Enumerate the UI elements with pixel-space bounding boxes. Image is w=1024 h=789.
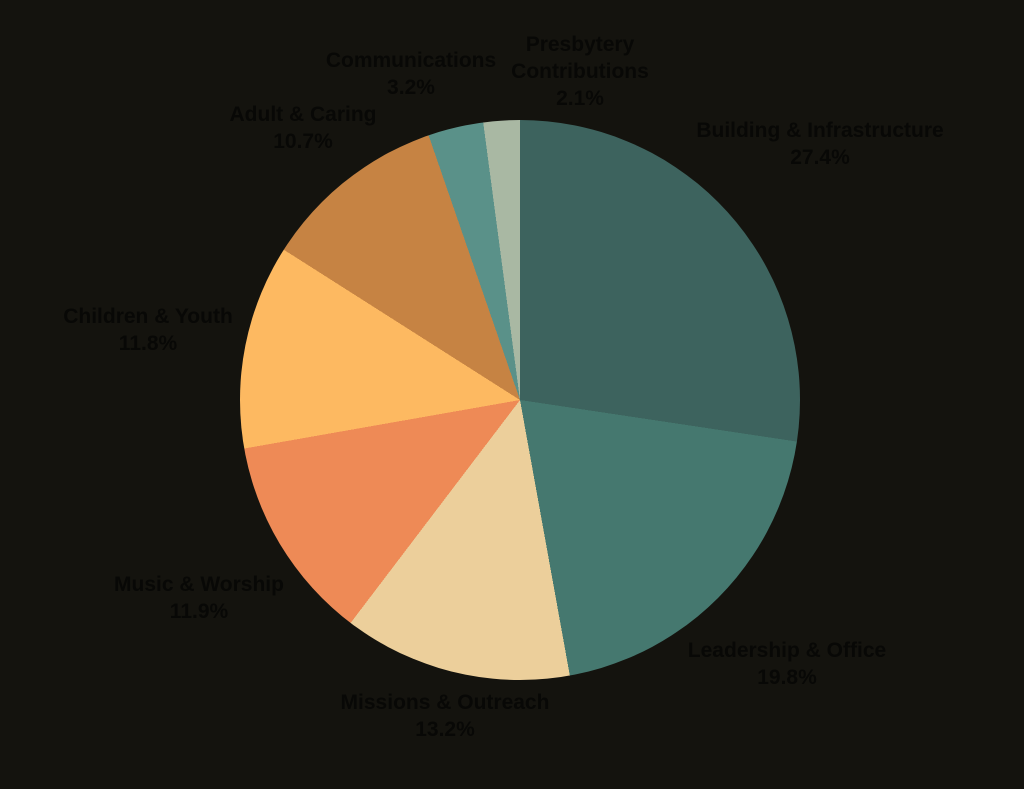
pie-chart (240, 120, 800, 680)
slice-percent: 11.8% (118, 332, 178, 355)
slice-percent: 10.7% (273, 130, 333, 153)
slice-percent: 2.1% (556, 87, 604, 110)
slice-name: Music & Worship (114, 573, 284, 596)
slice-name: Communications (325, 49, 497, 72)
slice-label-adult-caring: Adult & Caring 10.7% (230, 101, 377, 155)
slice-name: Presbytery Contributions (511, 33, 649, 83)
slice-name: Children & Youth (63, 305, 233, 328)
slice-percent: 11.9% (169, 600, 229, 623)
slice-label-presbytery-contributions: Presbytery Contributions 2.1% (493, 31, 668, 112)
slice-name: Missions & Outreach (340, 691, 550, 714)
slice-percent: 13.2% (415, 718, 475, 741)
slice-label-children-youth: Children & Youth 11.8% (63, 303, 233, 357)
slice-percent: 3.2% (387, 76, 435, 99)
slice-label-building-infrastructure: Building & Infrastructure 27.4% (696, 117, 943, 171)
slice-label-music-worship: Music & Worship 11.9% (114, 571, 284, 625)
slice-label-missions-outreach: Missions & Outreach 13.2% (341, 689, 550, 743)
slice-label-leadership-office: Leadership & Office 19.8% (688, 637, 886, 691)
slice-name: Leadership & Office (687, 639, 887, 662)
slice-percent: 27.4% (790, 146, 850, 169)
slice-name: Building & Infrastructure (696, 119, 944, 142)
slice-percent: 19.8% (757, 666, 817, 689)
slice-name: Adult & Caring (229, 103, 377, 126)
slice-label-communications: Communications 3.2% (326, 47, 496, 101)
